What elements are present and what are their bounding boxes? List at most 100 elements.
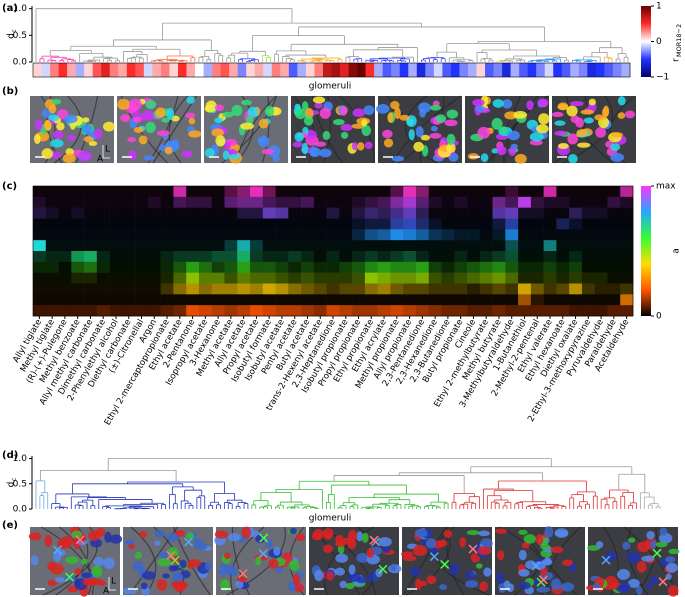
glomerulus [497, 550, 505, 561]
heatmap-cell [313, 261, 327, 273]
strip-cell [331, 63, 341, 77]
heatmap-cell [33, 240, 47, 252]
imaging-frame [214, 526, 306, 596]
heatmap-cell [339, 251, 353, 263]
heatmap-cell [543, 272, 557, 284]
heatmap-cell [250, 207, 264, 219]
heatmap-cell [275, 240, 289, 252]
glomerulus [557, 102, 569, 111]
heatmap-cell [122, 283, 136, 295]
glomerulus [326, 571, 335, 581]
heatmap-cell [326, 261, 340, 273]
heatmap-cell [530, 186, 544, 198]
heatmap-cell [403, 186, 417, 198]
glomerulus [419, 108, 426, 118]
heatmap-cell [543, 305, 557, 317]
heatmap-cell [441, 229, 455, 241]
heatmap-cell [84, 207, 98, 219]
heatmap-cell [198, 251, 213, 263]
glomerulus [335, 553, 349, 563]
glomerulus [415, 126, 424, 138]
heatmap-cell [518, 272, 532, 284]
heatmap-cell [543, 186, 557, 198]
heatmap-cell [339, 240, 353, 252]
glomerulus [214, 117, 223, 124]
heatmap-cell [441, 251, 455, 263]
heatmap-cell [301, 240, 315, 252]
strip-cell [553, 63, 563, 77]
glomerulus [289, 559, 300, 571]
imaging-frame [376, 95, 462, 164]
heatmap-cell [467, 229, 481, 241]
heatmap-cell [186, 305, 200, 317]
heatmap-cell [454, 218, 468, 230]
heatmap-cell [211, 229, 225, 241]
glomerulus [529, 139, 543, 146]
heatmap-cell [479, 218, 493, 230]
heatmap-cell [352, 207, 366, 219]
heatmap-cell [160, 305, 174, 317]
glomerulus [627, 537, 636, 543]
glomerulus [94, 128, 103, 140]
strip-cell [604, 63, 614, 77]
glomerulus [187, 559, 202, 567]
glomerulus [53, 130, 64, 140]
strip-cell [544, 63, 554, 77]
strip-cell [297, 63, 307, 77]
glomerulus [554, 528, 569, 538]
strip-cell [84, 63, 93, 77]
heatmap-cell [556, 305, 570, 317]
glomerulus [157, 558, 171, 567]
heatmap-cell [173, 218, 187, 230]
glomerulus [77, 151, 92, 162]
glomerulus [361, 532, 369, 543]
marker-cross [440, 559, 450, 569]
heatmap-cell [173, 196, 187, 208]
heatmap-cell [428, 207, 442, 219]
heatmap-cell [339, 186, 353, 198]
glomerulus [575, 117, 584, 128]
heatmap-cell [71, 196, 85, 208]
heatmap-cell [390, 294, 404, 306]
heatmap-cell [581, 305, 596, 317]
strip-cell [442, 63, 452, 77]
heatmap-cell [224, 272, 238, 284]
heatmap-cell [313, 294, 327, 306]
glomerulus [535, 534, 544, 545]
marker-cross [238, 569, 248, 579]
heatmap-cell [569, 294, 583, 306]
marker-cross [538, 575, 548, 585]
heatmap-cell [620, 283, 634, 295]
heatmap-cell [620, 207, 634, 219]
heatmap-cell [250, 294, 264, 306]
heatmap-cell [505, 261, 519, 273]
heatmap-cell [33, 251, 47, 263]
heatmap-cell [467, 305, 481, 317]
heatmap-cell [454, 240, 468, 252]
heatmap-cell [147, 272, 161, 284]
orientation-label: A [103, 587, 110, 597]
heatmap-cell [467, 251, 481, 263]
heatmap-cell [147, 305, 161, 317]
heatmap-cell [275, 294, 289, 306]
glomerulus [401, 551, 414, 557]
heatmap-cell [492, 283, 506, 295]
heatmap-cell [530, 240, 544, 252]
heatmap-cell [250, 283, 264, 295]
heatmap-cell [313, 251, 327, 263]
glomerulus [477, 126, 491, 139]
heatmap-cell [377, 251, 391, 263]
marker-cross [258, 549, 268, 559]
glomerulus [64, 114, 78, 124]
strip-cell [485, 63, 494, 77]
heatmap-cell [224, 283, 238, 295]
glomerulus [627, 578, 640, 588]
glomerulus [103, 121, 115, 132]
glomerulus [231, 104, 243, 117]
heatmap-cell [198, 196, 213, 208]
heatmap-cell [403, 283, 417, 295]
strip-cell [578, 63, 588, 77]
strip-cell [152, 63, 162, 77]
heatmap-cell [33, 305, 47, 317]
heatmap-cell [135, 272, 149, 284]
